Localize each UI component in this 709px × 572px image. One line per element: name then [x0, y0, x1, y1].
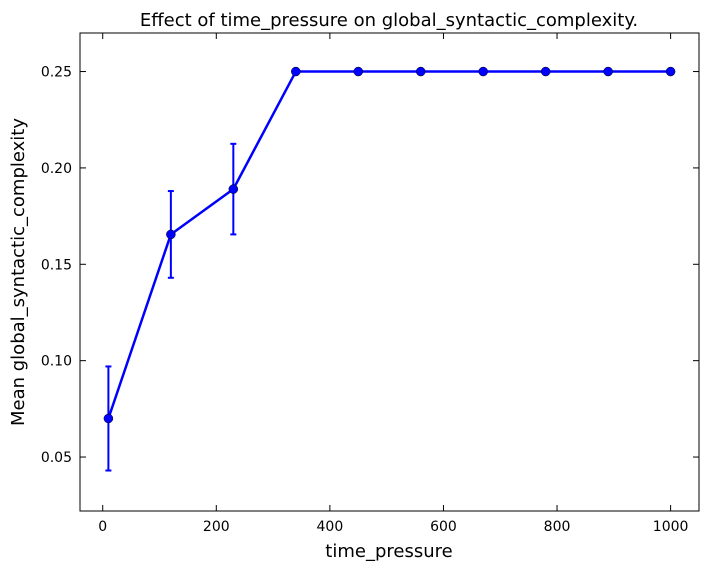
data-point [603, 66, 613, 77]
y-tick-label: 0.05 [41, 450, 72, 466]
data-point [228, 184, 239, 194]
data-point [665, 66, 676, 77]
data-point [103, 413, 114, 424]
axis-ticks: 0 200 400 600 800 1000 0.05 0.10 0.15 0.20 0.25 [41, 33, 699, 535]
plot-area [103, 66, 676, 472]
data-point [540, 66, 551, 77]
chart-title: Effect of time_pressure on global_syntac… [140, 10, 638, 31]
x-tick-label: 600 [430, 519, 457, 535]
y-tick-label: 0.10 [41, 354, 72, 370]
y-tick-label: 0.15 [41, 257, 72, 273]
x-tick-label: 0 [98, 519, 107, 535]
x-tick-label: 1000 [653, 519, 689, 535]
x-tick-label: 400 [317, 519, 344, 535]
series-line [107, 70, 671, 419]
data-point [478, 66, 488, 77]
plot-frame [79, 32, 700, 512]
x-tick-label: 800 [544, 519, 571, 535]
y-axis-label: Mean global_syntactic_complexity [8, 118, 29, 426]
data-point [166, 229, 176, 240]
x-axis-label: time_pressure [325, 541, 452, 562]
x-tick-label: 200 [203, 519, 230, 535]
y-tick-label: 0.25 [41, 65, 72, 81]
data-point [291, 66, 301, 77]
y-tick-label: 0.20 [41, 161, 72, 177]
data-point [353, 66, 364, 77]
data-point [415, 66, 426, 77]
